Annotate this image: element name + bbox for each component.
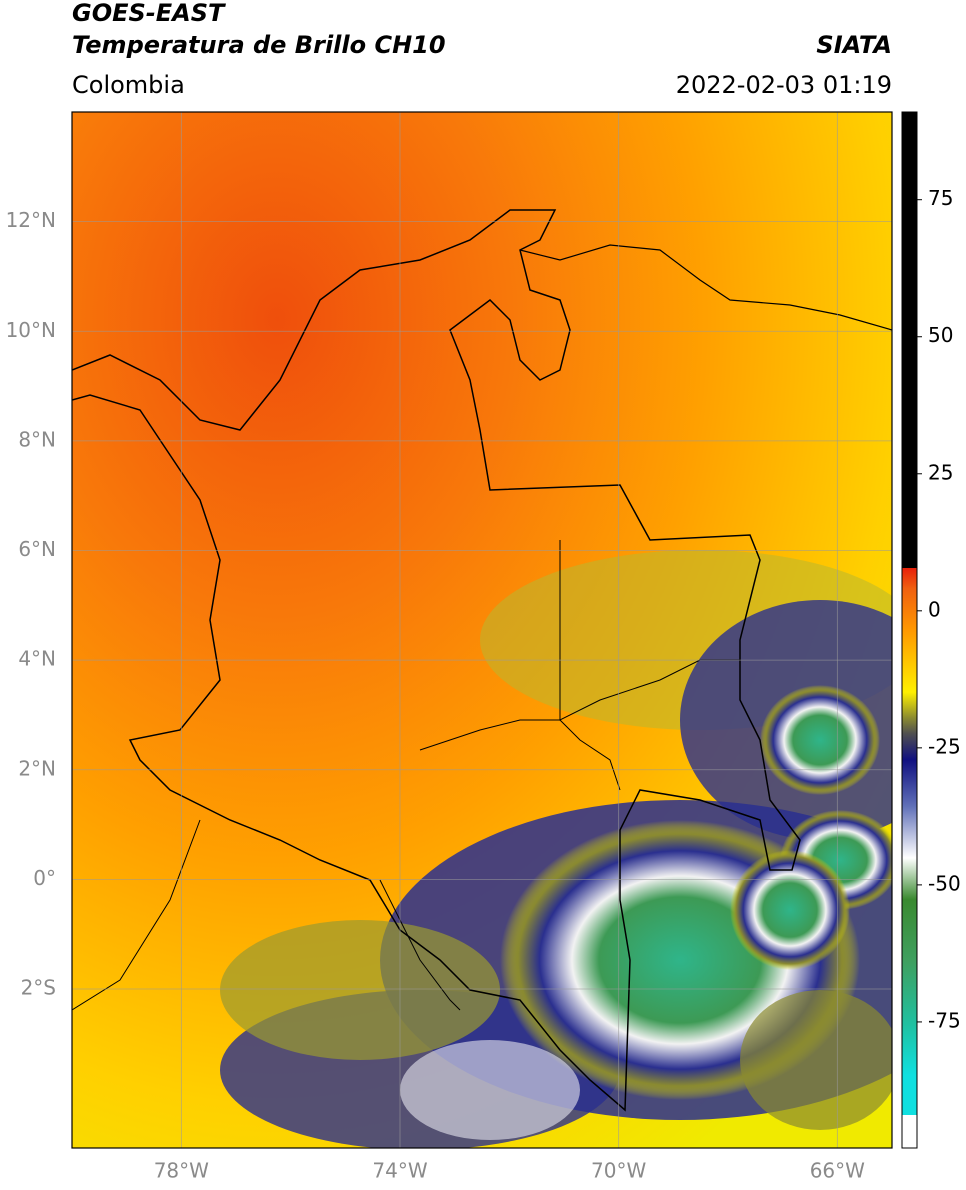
subtitle: Temperatura de Brillo CH10 [72,31,446,59]
region: Colombia [72,71,185,99]
x-tick-label: 70°W [591,1159,646,1183]
y-tick-label: 6°N [18,537,56,561]
map-frame [71,111,893,1149]
y-tick-label: 2°N [18,756,56,780]
colorbar-tick-label: 50 [928,323,953,347]
map-image [72,112,892,1148]
y-tick-label: 8°N [18,427,56,451]
colorbar-tick-label: -75 [928,1008,961,1032]
colorbar-tick-label: -25 [928,734,961,758]
colorbar [901,111,918,1149]
y-tick-label: 10°N [6,318,56,342]
source: SIATA [816,31,892,59]
timestamp: 2022-02-03 01:19 [676,71,892,99]
y-tick-label: 4°N [18,647,56,671]
x-tick-label: 78°W [154,1159,209,1183]
colorbar-tick-label: 75 [928,186,953,210]
grid [72,112,892,1148]
x-tick-label: 74°W [372,1159,427,1183]
y-tick-label: 2°S [21,976,56,1000]
y-tick-label: 0° [33,866,56,890]
y-tick-label: 12°N [6,208,56,232]
colorbar-tick-label: -50 [928,871,961,895]
colorbar-tick-label: 25 [928,460,953,484]
title: GOES-EAST [72,0,226,27]
x-tick-label: 66°W [810,1159,865,1183]
colorbar-tick-label: 0 [928,597,941,621]
